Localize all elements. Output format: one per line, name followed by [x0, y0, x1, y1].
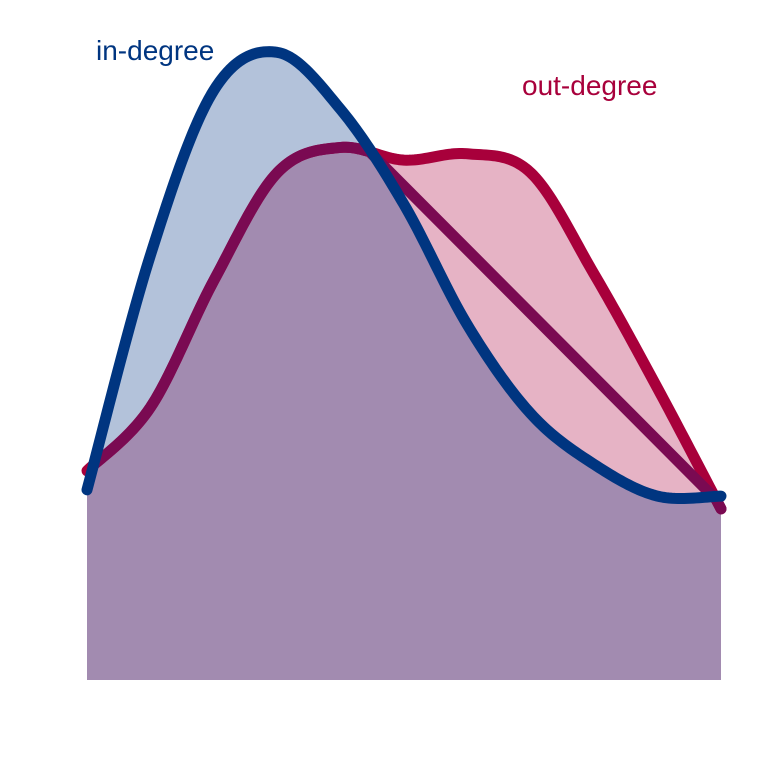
overlap-area	[87, 147, 721, 681]
line-out-degree-overlap	[88, 141, 727, 515]
line-in-degree	[81, 46, 727, 504]
series-lines	[81, 46, 727, 515]
legend-label-out-degree: out-degree	[522, 70, 657, 101]
legend-label-in-degree: in-degree	[96, 35, 214, 66]
